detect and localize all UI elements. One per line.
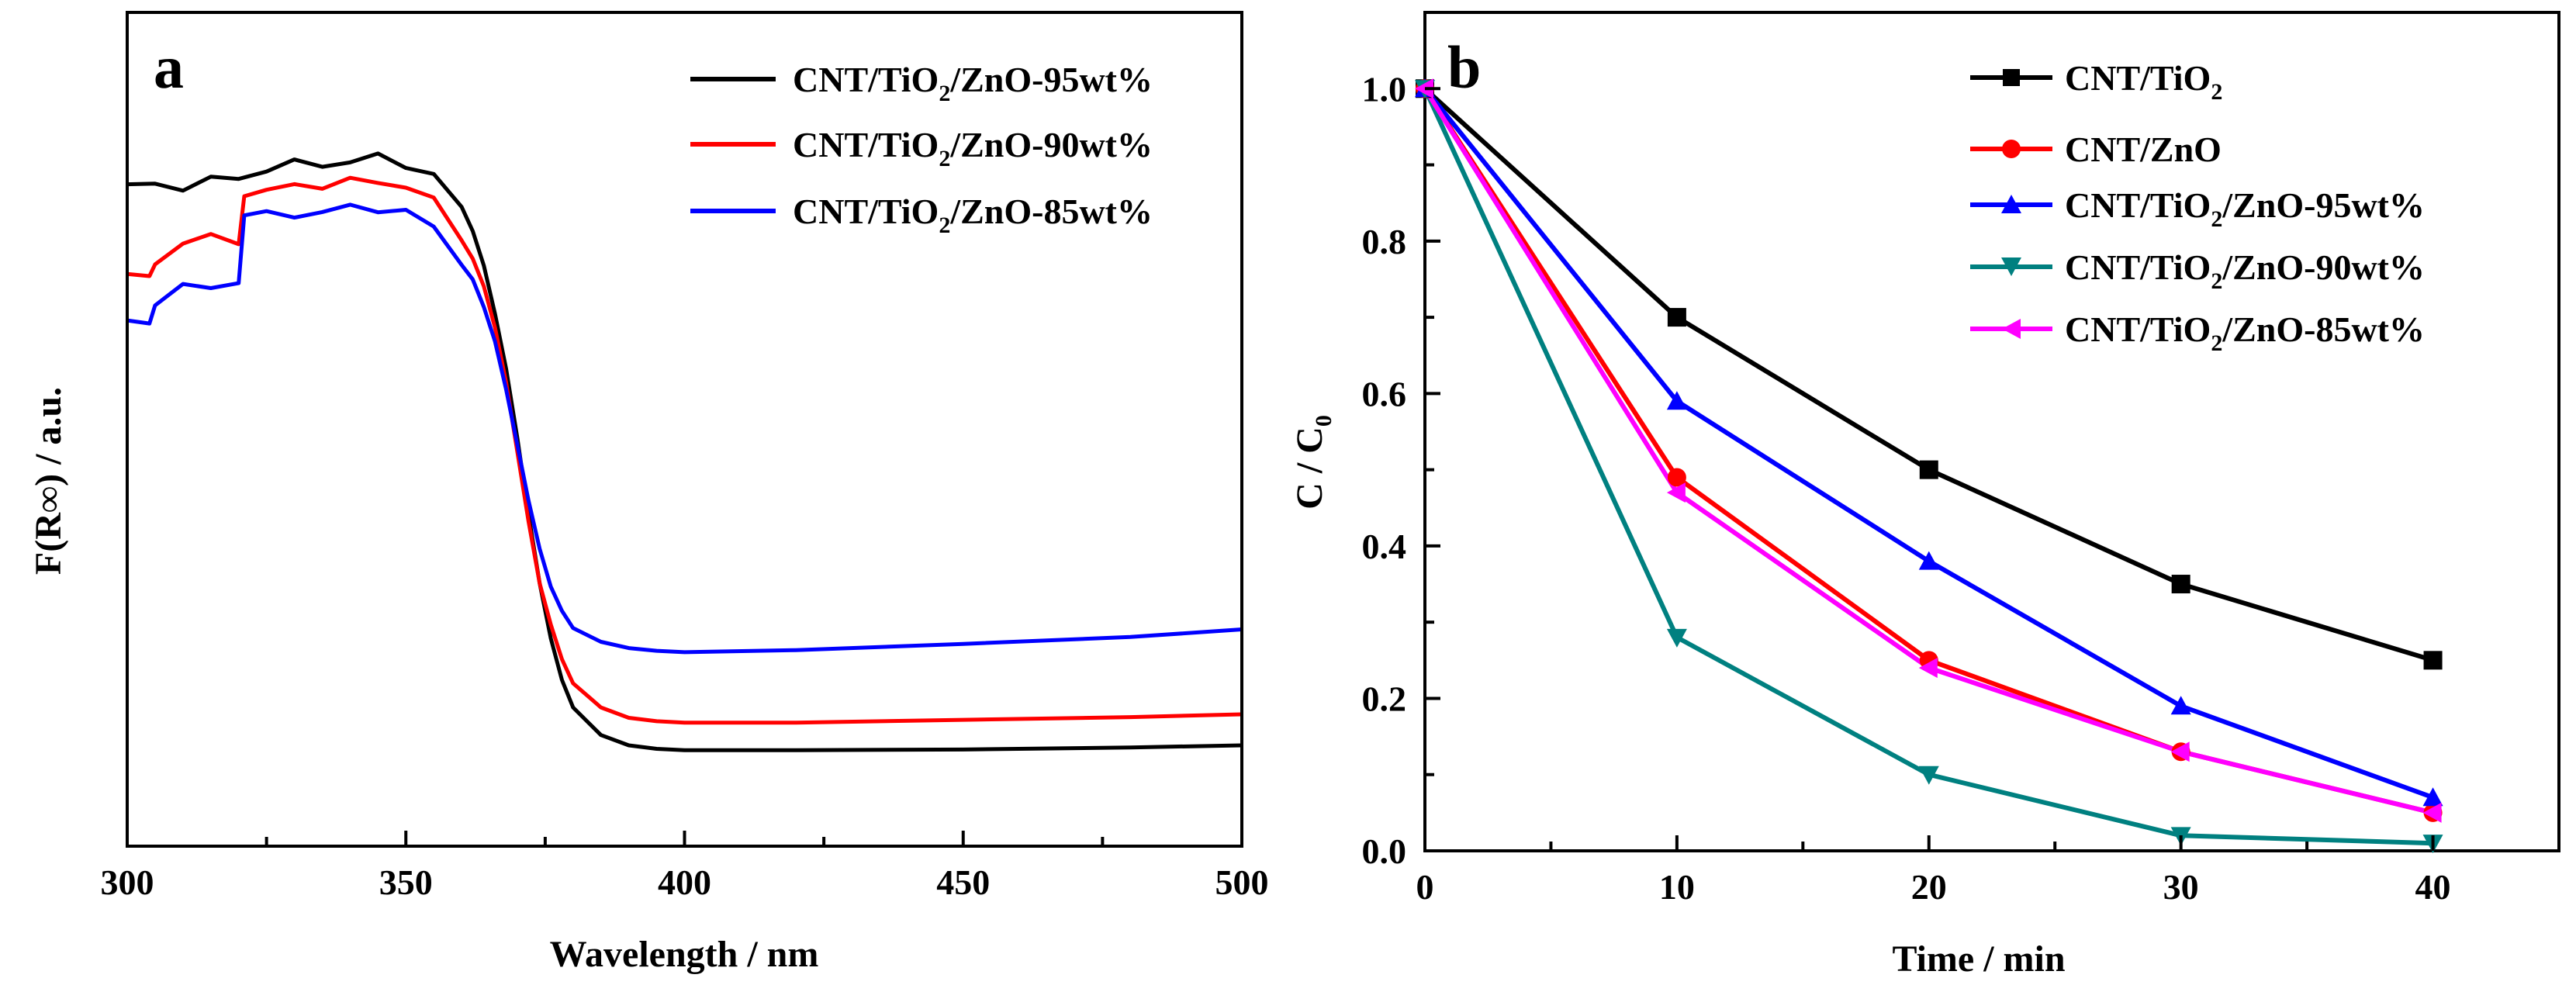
x-tick-label: 300 xyxy=(101,862,154,902)
panel-b-legend-item: CNT/TiO2/ZnO-85wt% xyxy=(1970,309,2425,356)
panel-b-legend-item: CNT/TiO2/ZnO-95wt% xyxy=(1970,185,2425,232)
panel-a-x-tick-labels: 300 350 400 450 500 xyxy=(101,862,1269,902)
y-tick-label: 0.6 xyxy=(1362,374,1407,413)
data-point-cnt-tio xyxy=(2423,651,2443,670)
y-tick-label: 0.4 xyxy=(1362,527,1407,566)
legend-label-b-95wt: CNT/TiO2/ZnO-95wt% xyxy=(2065,185,2425,232)
data-point-cnt-tio-zno-85wt xyxy=(2170,741,2190,762)
series-line-cnt-tio-zno-90wt xyxy=(126,175,1243,725)
legend-label-90wt: CNT/TiO2/ZnO-90wt% xyxy=(793,125,1153,171)
x-tick-label: 10 xyxy=(1659,867,1695,907)
legend-label-cnt-tio2: CNT/TiO2 xyxy=(2065,58,2222,105)
panel-a-legend-item: CNT/TiO2/ZnO-90wt% xyxy=(690,125,1153,171)
legend-label-cnt-zno: CNT/ZnO xyxy=(2065,130,2222,169)
data-point-cnt-tio xyxy=(1919,460,1938,479)
panel-b-degradation-chart: 0 10 20 30 40 0.0 0.2 0.4 0.6 0.8 1.0 b Time / mi… xyxy=(1289,11,2560,980)
panel-a-y-axis-title: F(R∞) / a.u. xyxy=(28,387,69,575)
y-tick-label: 1.0 xyxy=(1362,69,1407,109)
data-point-cnt-tio-zno-85wt xyxy=(2422,802,2442,823)
panel-b-y-axis-title: C / C0 xyxy=(1289,415,1336,510)
x-tick-label: 0 xyxy=(1416,867,1434,907)
panel-a-legend-item: CNT/TiO2/ZnO-95wt% xyxy=(690,60,1153,106)
data-point-cnt-tio-zno-90wt xyxy=(1918,766,1939,785)
data-point-cnt-tio-zno-85wt xyxy=(1918,658,1938,679)
x-tick-label: 450 xyxy=(936,862,990,902)
panel-b-legend: CNT/TiO2 CNT/ZnO CNT/TiO2/ZnO-95wt% CNT/… xyxy=(1970,58,2425,356)
series-line-cnt-tio-zno-85wt xyxy=(126,202,1243,655)
legend-label-b-90wt: CNT/TiO2/ZnO-90wt% xyxy=(2065,247,2425,294)
legend-marker-triangle-up xyxy=(2001,195,2021,213)
panel-b-x-ticks xyxy=(1423,835,2560,851)
panel-b-x-tick-labels: 0 10 20 30 40 xyxy=(1416,867,2451,907)
data-point-cnt-tio-zno-95wt xyxy=(2170,696,2191,715)
x-tick-label: 500 xyxy=(1215,862,1269,902)
panel-b-legend-item: CNT/TiO2 xyxy=(1970,58,2222,105)
x-tick-label: 350 xyxy=(379,862,433,902)
data-point-cnt-tio-zno-90wt xyxy=(1666,628,1687,648)
data-point-cnt-tio-zno-95wt xyxy=(1918,551,1939,570)
y-tick-label: 0.8 xyxy=(1362,222,1407,261)
panel-a-letter: a xyxy=(154,33,184,101)
legend-marker-triangle-left xyxy=(2002,319,2021,339)
legend-marker-triangle-down xyxy=(2001,257,2021,276)
legend-marker-square xyxy=(2003,69,2020,86)
data-point-cnt-tio xyxy=(2171,575,2190,594)
legend-label-b-85wt: CNT/TiO2/ZnO-85wt% xyxy=(2065,309,2425,356)
series-line-cnt-tio xyxy=(1423,87,2434,663)
x-tick-label: 30 xyxy=(2163,867,2199,907)
panel-b-legend-item: CNT/TiO2/ZnO-90wt% xyxy=(1970,247,2425,294)
panel-a-uv-vis-chart: 300 350 400 450 500 a Wavelength / nm F(R∞) … xyxy=(28,11,1269,975)
y-tick-label: 0.2 xyxy=(1362,679,1407,718)
panel-b-legend-item: CNT/ZnO xyxy=(1970,130,2222,169)
series-line-cnt-tio-zno-95wt xyxy=(126,151,1243,752)
panel-b-x-axis-title: Time / min xyxy=(1892,938,2065,980)
panel-b-plot-frame xyxy=(1423,11,2560,852)
x-tick-label: 400 xyxy=(658,862,711,902)
data-point-cnt-tio xyxy=(1667,308,1686,327)
x-tick-label: 40 xyxy=(2415,867,2451,907)
data-point-cnt-tio-zno-95wt xyxy=(1666,391,1687,410)
panel-b-series-markers xyxy=(1415,78,2443,854)
panel-a-legend: CNT/TiO2/ZnO-95wt% CNT/TiO2/ZnO-90wt% CN… xyxy=(690,60,1153,238)
panel-a-series-lines xyxy=(126,151,1243,752)
x-tick-label: 20 xyxy=(1911,867,1947,907)
data-point-cnt-tio-zno-95wt xyxy=(2422,787,2443,807)
data-point-cnt-zno xyxy=(1667,468,1686,487)
legend-label-95wt: CNT/TiO2/ZnO-95wt% xyxy=(793,60,1153,106)
panel-a-legend-item: CNT/TiO2/ZnO-85wt% xyxy=(690,192,1153,238)
legend-label-85wt: CNT/TiO2/ZnO-85wt% xyxy=(793,192,1153,238)
legend-marker-circle xyxy=(2002,140,2021,158)
data-point-cnt-tio-zno-85wt xyxy=(1666,482,1686,503)
panel-a-x-ticks xyxy=(126,831,1243,846)
y-tick-label: 0.0 xyxy=(1362,831,1407,871)
data-point-cnt-tio-zno-85wt xyxy=(1415,78,1433,99)
panel-a-x-axis-title: Wavelength / nm xyxy=(550,934,819,975)
panel-b-letter: b xyxy=(1447,33,1481,101)
panel-b-y-ticks xyxy=(1425,11,1440,852)
panel-b-y-tick-labels: 0.0 0.2 0.4 0.6 0.8 1.0 xyxy=(1362,69,1407,871)
